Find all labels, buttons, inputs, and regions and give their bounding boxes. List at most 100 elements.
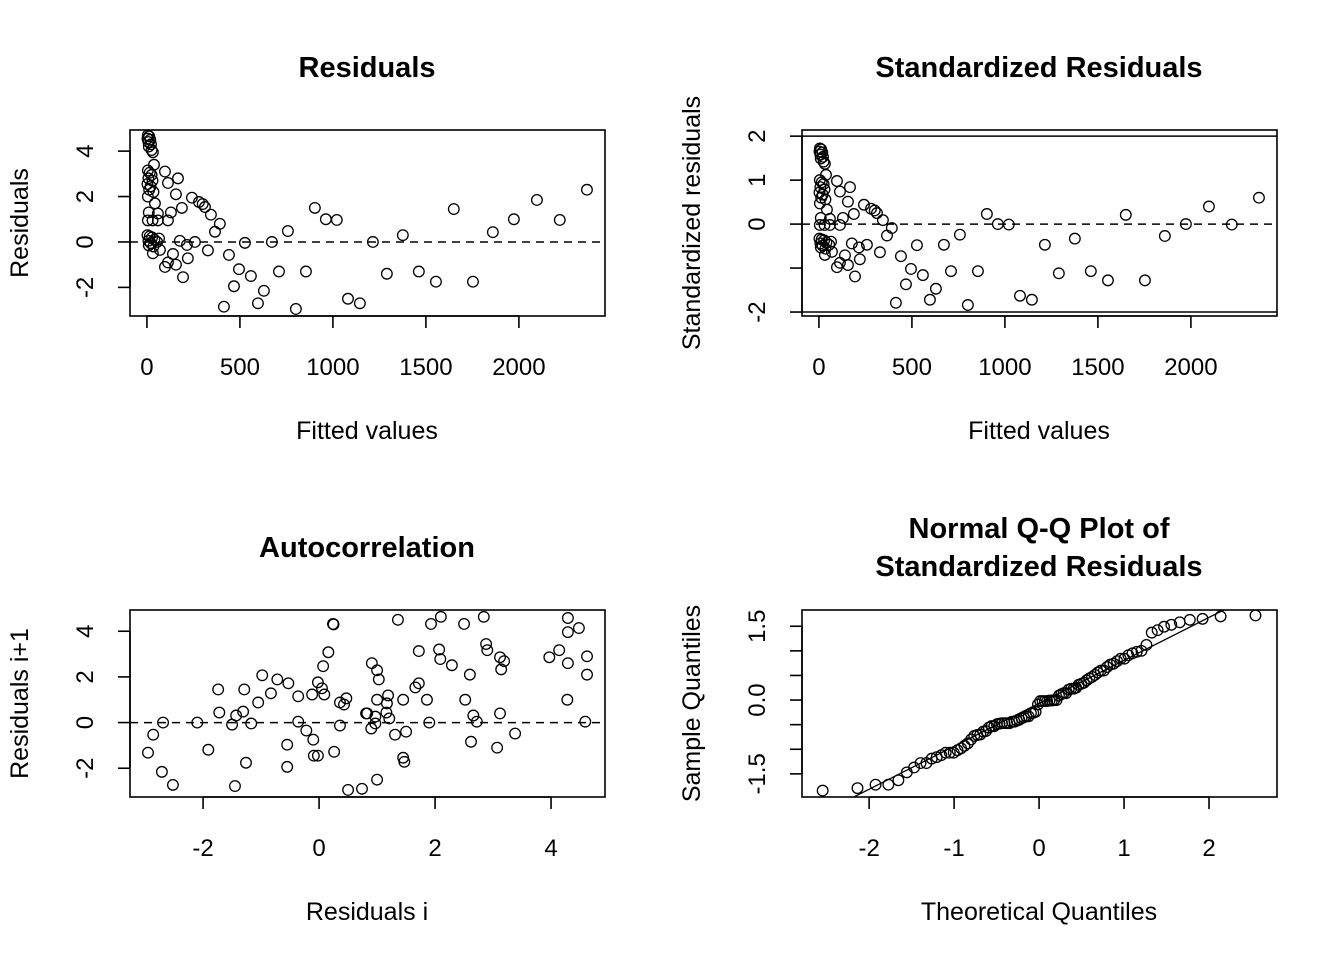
data-point [494,651,506,664]
data-point [334,719,346,732]
data-point [980,208,993,220]
data-point [1165,618,1178,631]
data-point [1225,218,1238,231]
data-point [256,669,269,682]
data-point [400,725,413,738]
data-point [213,706,226,719]
data-point [572,622,585,634]
data-point [382,689,395,702]
data-point [836,211,849,224]
data-point [961,737,974,750]
data-point [817,155,830,168]
data-point [340,692,353,705]
y-axis-label: Sample Quantiles [678,605,706,802]
data-point [831,261,843,274]
data-point [142,206,155,219]
data-point [916,269,929,282]
data-point [245,717,258,730]
panel-title: Residuals [299,52,436,84]
data-point [1101,274,1114,287]
data-point [937,238,950,251]
data-point [814,241,827,254]
data-point [530,193,543,206]
data-point [825,245,838,258]
panel-3: Autocorrelation Residuals i Residuals i+1 -… [6,532,606,926]
data-point [486,226,499,239]
panel-2: Standardized Residuals Fitted values Stand… [678,52,1278,445]
data-point [945,265,957,278]
data-point [1052,267,1065,280]
data-point [868,204,881,217]
data-point [372,673,385,686]
data-point [398,755,411,768]
data-point [257,284,270,297]
data-point [905,263,917,275]
data-point [173,234,186,247]
data-point [142,746,154,759]
data-point [308,201,321,214]
data-point [852,241,865,254]
data-point [813,174,826,187]
data-point [281,738,294,751]
data-point [924,293,936,306]
data-point [819,242,832,255]
data-point [273,265,285,278]
data-point [366,236,379,248]
data-point [147,728,160,741]
data-point [914,757,927,769]
data-point [391,613,404,626]
data-point [1158,620,1171,633]
data-point [1097,664,1110,677]
data-point [240,756,252,769]
data-point [141,190,154,203]
x-tick-label: 0 [312,835,325,862]
data-point [974,728,987,741]
data-point [145,144,158,156]
data-point [853,253,866,266]
data-point [177,271,189,284]
data-point [238,236,251,249]
data-point [495,663,508,676]
data-point [581,650,593,663]
data-point [317,660,330,673]
data-point [330,213,343,226]
data-point [1249,609,1262,622]
data-point [965,733,978,746]
data-point [1091,666,1104,679]
data-point [470,715,483,728]
data-point [561,612,574,624]
data-point [1068,232,1081,245]
data-point [252,297,264,310]
data-point [380,267,393,280]
data-point [180,238,193,251]
data-point [201,244,214,257]
data-point [311,676,324,689]
data-point [161,214,174,227]
data-point [228,280,240,293]
data-point [581,668,593,681]
data-point [307,749,320,762]
data-point [412,677,425,690]
data-point [397,693,410,706]
data-point [1140,638,1153,651]
panel-title: Autocorrelation [259,532,475,564]
data-point [217,300,230,313]
y-tick-label: 2 [72,670,99,683]
data-point [166,778,179,791]
data-point [509,727,522,740]
y-axis-label: Standardized residuals [678,96,706,350]
x-axis-label: Theoretical Quantiles [921,898,1157,926]
data-point [1202,200,1215,213]
data-point [172,172,184,185]
data-point [467,709,480,722]
x-tick-label: 1 [1117,835,1130,862]
data-point [369,717,382,730]
y-tick-label: 2 [744,129,771,142]
data-point [971,265,984,278]
data-point [814,211,827,224]
data-point [857,198,870,211]
y-tick-label: 0.0 [744,683,771,716]
data-point [328,745,341,758]
data-point [1183,613,1196,626]
